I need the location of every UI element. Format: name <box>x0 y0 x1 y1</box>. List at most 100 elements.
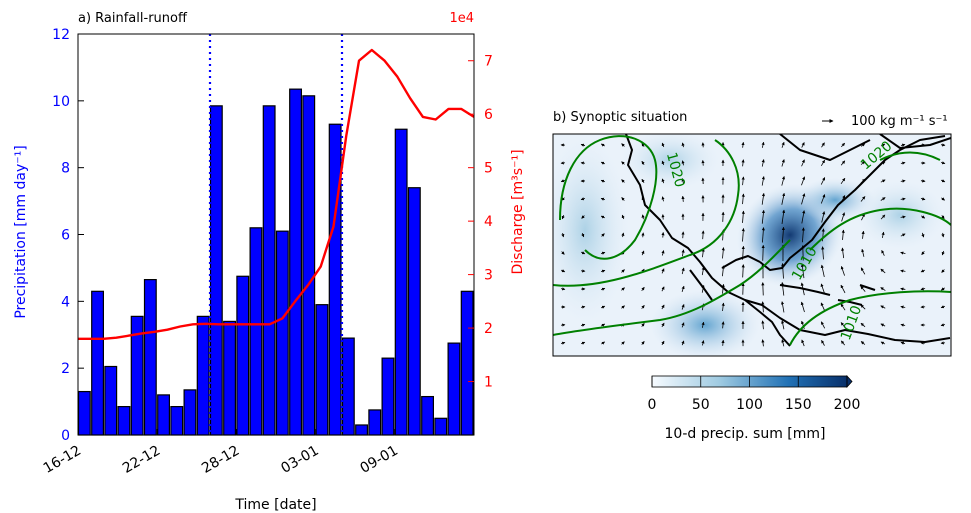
x-tick-label: 16-12 <box>41 443 84 477</box>
flux-vector <box>681 160 685 166</box>
flux-vector <box>661 196 665 202</box>
precipitation-bar <box>236 275 250 436</box>
flux-vector <box>601 341 606 345</box>
flux-vector <box>741 176 745 186</box>
right-y-tick-label: 7 <box>484 54 493 70</box>
left-y-tick-label: 0 <box>61 428 70 444</box>
flux-vector <box>661 142 665 148</box>
flux-vector <box>940 143 946 147</box>
precip-field <box>650 290 760 356</box>
flux-vector <box>580 143 586 147</box>
precipitation-bar <box>421 395 435 436</box>
flux-vector <box>820 321 826 329</box>
flux-vector <box>920 269 926 273</box>
flux-vector <box>761 339 765 347</box>
flux-vector <box>780 301 785 313</box>
flux-vector <box>841 212 846 222</box>
flux-vector <box>880 143 886 147</box>
flux-vector <box>940 323 946 327</box>
precipitation-bar <box>302 95 316 436</box>
flux-vector <box>621 232 625 238</box>
flux-vector <box>940 341 946 345</box>
precipitation-bar <box>104 365 118 436</box>
flux-vector <box>900 305 906 309</box>
flux-vector <box>661 178 665 184</box>
colorbar-tick-label: 0 <box>648 397 657 413</box>
flux-vector <box>860 267 866 275</box>
flux-vector <box>860 143 866 147</box>
flux-vector <box>880 341 886 345</box>
flux-vector <box>560 323 566 327</box>
flux-vector <box>560 161 566 165</box>
flux-vector <box>701 230 705 240</box>
flux-vector <box>800 301 805 313</box>
precipitation-bar <box>91 290 104 436</box>
x-tick-label: 22-12 <box>120 443 163 477</box>
flux-vector <box>621 341 625 345</box>
flux-vector <box>761 301 765 313</box>
precipitation-bar <box>170 405 184 436</box>
flux-vector <box>661 322 665 328</box>
flux-vector <box>940 305 946 309</box>
reference-vector-label: 100 kg m⁻¹ s⁻¹ <box>851 114 948 129</box>
flux-vector <box>900 197 906 201</box>
colorbar-tick-label: 200 <box>834 397 861 413</box>
right-y-tick-label: 5 <box>484 161 493 177</box>
flux-vector <box>580 305 586 309</box>
flux-vector <box>681 340 685 346</box>
flux-vector <box>941 232 945 238</box>
right-y-tick-label: 4 <box>484 214 493 230</box>
flux-vector <box>940 287 945 291</box>
precipitation-bar <box>223 320 236 436</box>
precipitation-bars <box>77 88 474 436</box>
flux-vector <box>880 287 886 291</box>
precipitation-bar <box>143 279 157 436</box>
flux-vector <box>820 264 825 278</box>
flux-vector <box>860 322 866 328</box>
precipitation-bar <box>341 337 355 436</box>
flux-vector <box>721 247 725 259</box>
precipitation-bar <box>460 290 474 436</box>
flux-vector <box>681 304 685 310</box>
flux-vector <box>601 233 605 237</box>
flux-vector <box>781 176 786 186</box>
flux-vector <box>840 266 845 276</box>
flux-vector <box>880 197 886 201</box>
flux-vector <box>900 269 906 273</box>
flux-vector <box>721 211 725 222</box>
flux-vector <box>861 230 865 239</box>
flux-vector <box>880 179 886 183</box>
flux-vector <box>921 251 925 256</box>
flux-vector <box>900 233 906 237</box>
flux-vector <box>841 229 845 240</box>
flux-vector <box>860 286 866 292</box>
flux-vector <box>641 142 645 147</box>
flux-vector <box>561 251 565 255</box>
flux-vector <box>781 226 785 243</box>
flux-vector <box>801 320 805 330</box>
flux-vector <box>841 142 845 148</box>
flux-vector <box>801 339 805 347</box>
flux-vector <box>600 269 606 273</box>
left-y-tick-label: 2 <box>61 361 70 377</box>
flux-vector <box>721 283 725 294</box>
event-markers <box>208 34 344 435</box>
flux-vector <box>820 302 826 312</box>
precipitation-bar <box>355 424 369 436</box>
flux-vector <box>840 177 846 185</box>
flux-vector <box>900 341 906 345</box>
flux-vector <box>561 232 565 238</box>
flux-vector <box>900 287 906 291</box>
flux-vector <box>681 285 685 292</box>
flux-vector <box>661 250 665 256</box>
flux-vector <box>741 193 745 205</box>
flux-vector <box>561 214 565 220</box>
flux-vector <box>701 321 705 328</box>
precipitation-bar <box>315 304 329 436</box>
flux-vector <box>920 197 926 201</box>
flux-vector <box>600 143 605 147</box>
flux-vector <box>600 251 606 255</box>
flux-vector <box>781 159 785 167</box>
flux-vector <box>840 322 846 328</box>
